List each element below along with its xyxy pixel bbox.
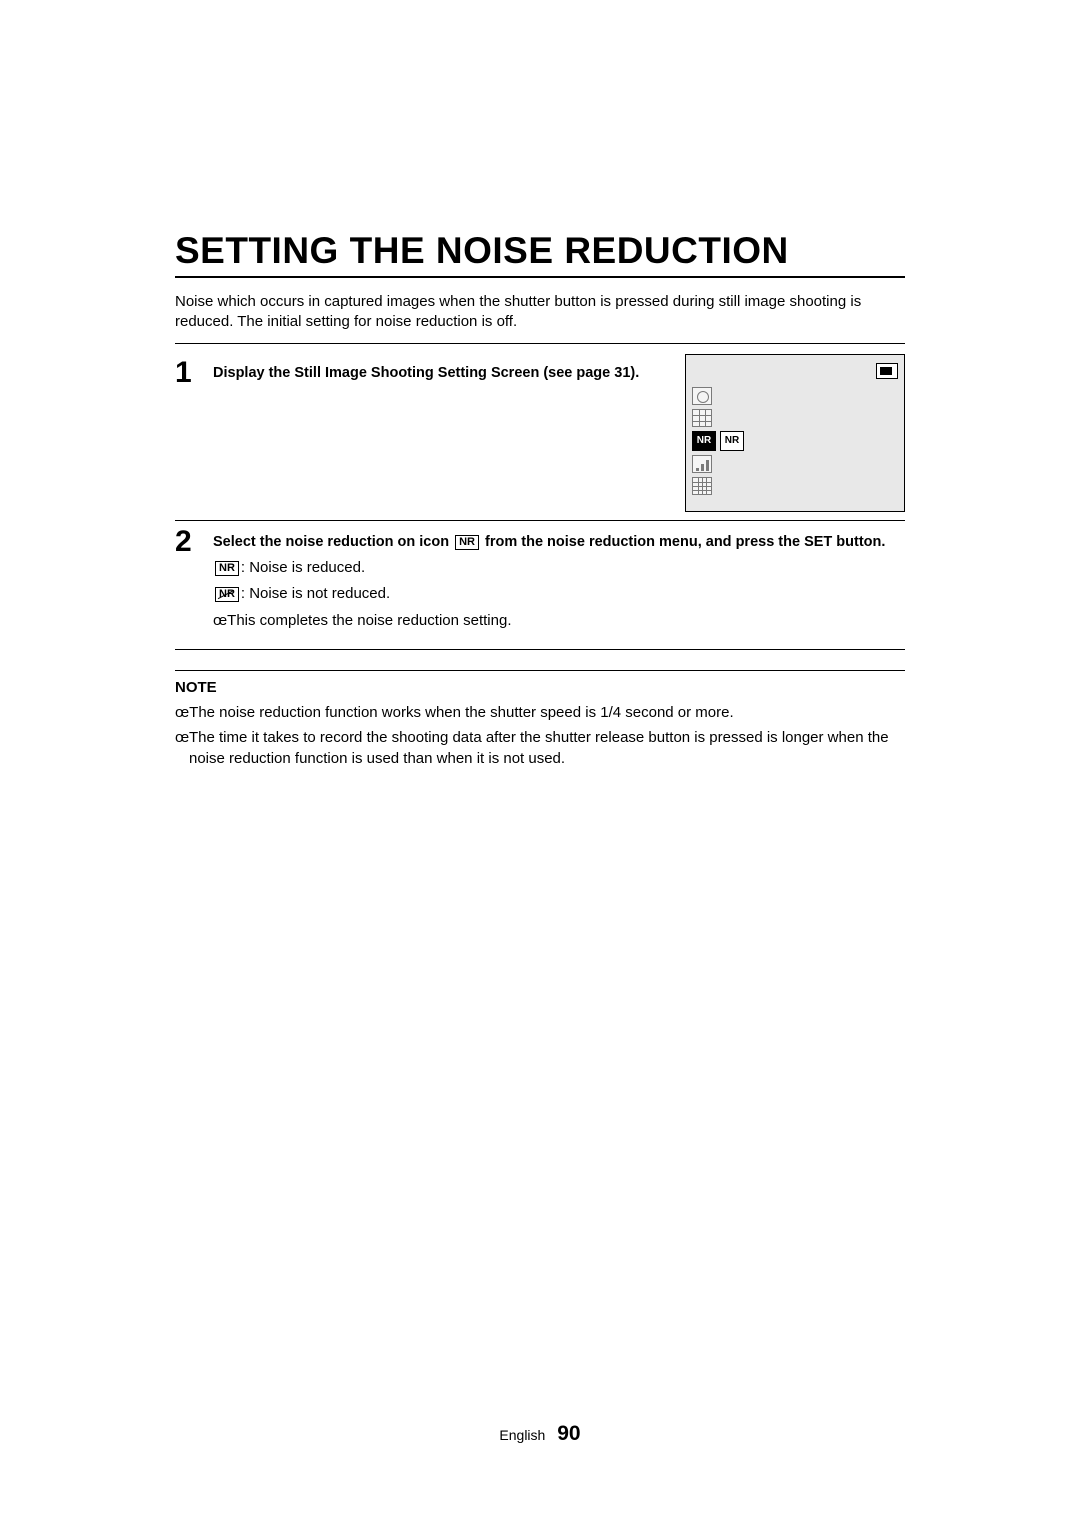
menu-icon-column-2	[692, 455, 712, 495]
bullet-marker: œ	[213, 611, 227, 631]
footer-language: English	[499, 1427, 545, 1443]
menu-icon-column	[692, 387, 712, 427]
timer-icon	[692, 387, 712, 405]
note-line-1: œ The noise reduction function works whe…	[175, 702, 905, 723]
step-1-number: 1	[175, 358, 199, 388]
note-line-1-text: The noise reduction function works when …	[189, 702, 733, 723]
nr-off-icon: NR	[215, 587, 239, 602]
step-2-block: 2 Select the noise reduction on icon NR …	[175, 527, 905, 650]
footer-page-number: 90	[557, 1422, 580, 1445]
nr-on-definition: NR: Noise is reduced.	[213, 558, 905, 578]
lcd-screen-illustration: NR NR	[685, 354, 905, 512]
nr-on-inline-icon: NR	[455, 535, 479, 550]
grid4-icon	[692, 477, 712, 495]
bullet-marker: œ	[175, 702, 189, 723]
page-title: SETTING THE NOISE REDUCTION	[175, 230, 905, 278]
step-2-text-post: from the noise reduction menu, and press…	[481, 534, 885, 550]
step-2-number: 2	[175, 527, 199, 557]
step-2-complete-line: œ This completes the noise reduction set…	[213, 611, 905, 631]
nr-on-desc: : Noise is reduced.	[241, 559, 365, 576]
step-2-text-pre: Select the noise reduction on icon	[213, 534, 453, 550]
intro-paragraph: Noise which occurs in captured images wh…	[175, 292, 905, 344]
grid-icon	[692, 409, 712, 427]
note-line-2-text: The time it takes to record the shooting…	[189, 727, 905, 769]
step-1: 1 Display the Still Image Shooting Setti…	[175, 358, 657, 388]
nr-on-icon: NR	[215, 561, 239, 576]
page-footer: English 90	[0, 1422, 1080, 1446]
nr-icon-row: NR NR	[692, 431, 744, 451]
note-line-2: œ The time it takes to record the shooti…	[175, 727, 905, 769]
step-2-complete-text: This completes the noise reduction setti…	[227, 611, 511, 631]
step-1-text: Display the Still Image Shooting Setting…	[213, 365, 639, 381]
step-2: 2 Select the noise reduction on icon NR …	[175, 527, 905, 631]
nr-selected-icon: NR	[692, 431, 716, 451]
histogram-icon	[692, 455, 712, 473]
note-section: NOTE œ The noise reduction function work…	[175, 670, 905, 769]
note-divider	[175, 670, 905, 671]
note-heading: NOTE	[175, 679, 905, 696]
nr-off-definition: NR: Noise is not reduced.	[213, 584, 905, 604]
nr-option-icon: NR	[720, 431, 744, 451]
bullet-marker: œ	[175, 727, 189, 769]
mode-icon	[876, 363, 898, 379]
step-1-block: 1 Display the Still Image Shooting Setti…	[175, 352, 905, 521]
nr-off-desc: : Noise is not reduced.	[241, 585, 390, 602]
